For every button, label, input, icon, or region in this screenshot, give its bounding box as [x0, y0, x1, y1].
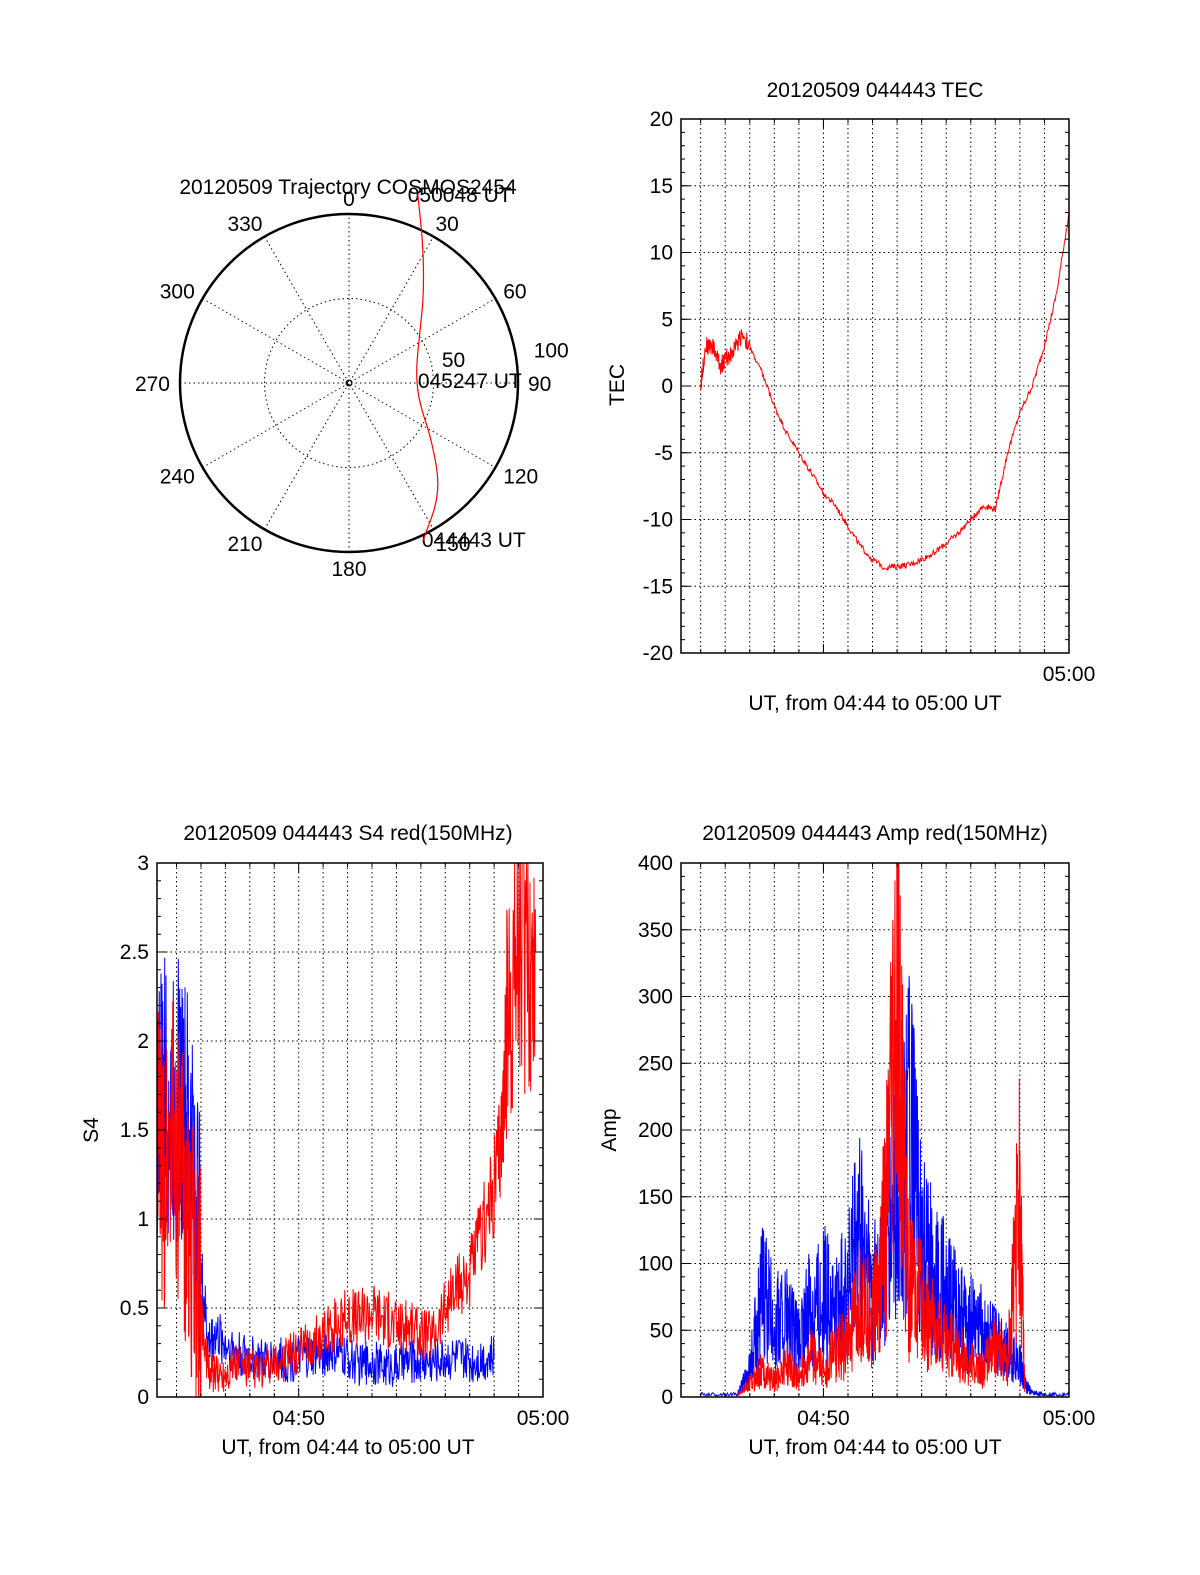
azimuth-label: 150 — [436, 533, 471, 556]
tec-title: 20120509 044443 TEC — [767, 79, 984, 102]
plot-frame — [156, 862, 544, 1398]
azimuth-label: 0 — [343, 188, 355, 211]
x-tick-label: 04:50 — [797, 1407, 850, 1430]
trajectory-line — [416, 194, 439, 542]
y-tick-label: 3 — [137, 852, 149, 875]
series-line-red — [156, 862, 537, 1398]
series-line-red — [700, 212, 1070, 571]
y-tick-label: 15 — [650, 175, 673, 198]
amp-xlabel: UT, from 04:44 to 05:00 UT — [748, 1436, 1001, 1459]
azimuth-label: 120 — [503, 466, 538, 489]
y-tick-label: 200 — [638, 1119, 673, 1142]
y-tick-label: 300 — [638, 986, 673, 1009]
trajectory-polar-plot: 20120509 Trajectory COSMOS2454 0 30 60 90 12… — [135, 176, 569, 581]
y-tick-label: 350 — [638, 919, 673, 942]
series-line-red — [737, 862, 1026, 1397]
s4-plot: 20120509 044443 S4 red(150MHz) UT, from … — [80, 822, 569, 1459]
azimuth-label: 240 — [160, 466, 195, 489]
y-tick-label: 10 — [650, 242, 673, 265]
y-tick-label: -20 — [643, 642, 673, 665]
y-tick-label: -15 — [643, 575, 673, 598]
polar-inner-ring — [264, 298, 434, 468]
time-annotation: 050048 UT — [408, 184, 512, 207]
series-line-blue — [156, 957, 495, 1398]
y-tick-label: 150 — [638, 1186, 673, 1209]
y-tick-label: 1.5 — [120, 1119, 149, 1142]
amp-ylabel: Amp — [598, 1108, 621, 1151]
azimuth-label: 300 — [160, 281, 195, 304]
y-tick-label: 5 — [661, 308, 673, 331]
y-tick-label: 0.5 — [120, 1297, 149, 1320]
elevation-label: 50 — [442, 349, 465, 372]
amp-title: 20120509 044443 Amp red(150MHz) — [702, 822, 1048, 845]
y-tick-label: 2.5 — [120, 941, 149, 964]
s4-title: 20120509 044443 S4 red(150MHz) — [183, 822, 512, 845]
azimuth-label: 90 — [528, 373, 551, 396]
y-tick-label: 0 — [137, 1386, 149, 1409]
time-annotation: 044443 UT — [422, 529, 526, 552]
y-tick-label: 20 — [650, 108, 673, 131]
azimuth-label: 60 — [503, 281, 526, 304]
azimuth-label: 210 — [227, 533, 262, 556]
tec-ylabel: TEC — [606, 364, 629, 406]
amp-plot: 20120509 044443 Amp red(150MHz) UT, from… — [598, 822, 1095, 1459]
azimuth-label: 270 — [135, 373, 170, 396]
series-line-blue — [700, 975, 1070, 1398]
tec-plot: 20120509 044443 TEC UT, from 04:44 to 05… — [606, 79, 1095, 715]
y-tick-label: 0 — [661, 375, 673, 398]
y-tick-label: 2 — [137, 1030, 149, 1053]
y-tick-label: 50 — [650, 1319, 673, 1342]
polar-title: 20120509 Trajectory COSMOS2454 — [179, 176, 517, 199]
polar-extra-label: 100 — [534, 339, 569, 362]
y-tick-label: 1 — [137, 1208, 149, 1231]
azimuth-label: 30 — [436, 213, 459, 236]
tec-xlabel: UT, from 04:44 to 05:00 UT — [748, 692, 1001, 715]
y-tick-label: 250 — [638, 1052, 673, 1075]
time-annotation: 045247 UT — [418, 370, 522, 393]
y-tick-label: 0 — [661, 1386, 673, 1409]
y-tick-label: 100 — [638, 1253, 673, 1276]
azimuth-label: 180 — [331, 558, 366, 581]
x-tick-label: 05:00 — [1043, 663, 1096, 686]
y-tick-label: 400 — [638, 852, 673, 875]
y-tick-label: -5 — [654, 442, 673, 465]
x-tick-label: 04:50 — [272, 1407, 325, 1430]
y-tick-label: -10 — [643, 509, 673, 532]
x-tick-label: 05:00 — [517, 1407, 570, 1430]
s4-ylabel: S4 — [80, 1117, 103, 1143]
azimuth-label: 330 — [227, 213, 262, 236]
s4-xlabel: UT, from 04:44 to 05:00 UT — [221, 1436, 474, 1459]
x-tick-label: 05:00 — [1043, 1407, 1096, 1430]
